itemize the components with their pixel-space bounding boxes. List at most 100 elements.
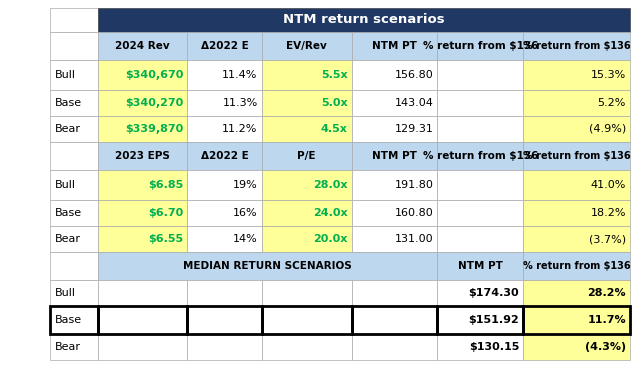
Bar [351, 306, 438, 334]
Bar [50, 32, 97, 60]
Text: Bull: Bull [55, 288, 76, 298]
Text: 28.2%: 28.2% [588, 288, 626, 298]
Bar [97, 142, 188, 170]
Bar [50, 200, 97, 226]
Bar [188, 60, 262, 90]
Text: 131.00: 131.00 [395, 234, 433, 244]
Text: Bull: Bull [55, 180, 76, 190]
Text: NTM PT: NTM PT [458, 261, 503, 271]
Bar [262, 280, 351, 306]
Text: 16%: 16% [233, 208, 258, 218]
Text: 19%: 19% [233, 180, 258, 190]
Bar [50, 306, 97, 334]
Text: NTM PT: NTM PT [372, 151, 417, 161]
Bar [262, 170, 351, 200]
Bar [438, 60, 524, 90]
Bar [524, 170, 630, 200]
Bar [262, 142, 351, 170]
Bar [50, 170, 97, 200]
Bar [50, 226, 97, 252]
Text: 41.0%: 41.0% [591, 180, 626, 190]
Bar [50, 90, 97, 116]
Bar [262, 60, 351, 90]
Text: Bear: Bear [55, 234, 81, 244]
Bar [524, 280, 630, 306]
Bar [351, 116, 438, 142]
Bar [438, 90, 524, 116]
Bar [97, 170, 188, 200]
Text: 2024 Rev: 2024 Rev [115, 41, 170, 51]
Text: 5.5x: 5.5x [321, 70, 348, 80]
Bar [438, 280, 524, 306]
Bar [351, 306, 438, 334]
Bar [438, 252, 524, 280]
Bar [524, 200, 630, 226]
Bar [524, 334, 630, 360]
Bar [97, 116, 188, 142]
Text: $130.15: $130.15 [469, 342, 519, 352]
Bar [50, 280, 97, 306]
Bar [97, 226, 188, 252]
Bar [351, 60, 438, 90]
Text: 143.04: 143.04 [395, 98, 433, 108]
Text: $340,270: $340,270 [125, 98, 184, 108]
Bar [351, 170, 438, 200]
Bar [97, 60, 188, 90]
Bar [524, 142, 630, 170]
Bar [438, 116, 524, 142]
Text: P/E: P/E [298, 151, 316, 161]
Bar [97, 306, 188, 334]
Bar [351, 90, 438, 116]
Text: $6.85: $6.85 [148, 180, 184, 190]
Text: % return from $136: % return from $136 [422, 41, 538, 51]
Bar [188, 306, 262, 334]
Bar [97, 200, 188, 226]
Bar [438, 32, 524, 60]
Text: 2023 EPS: 2023 EPS [115, 151, 170, 161]
Text: $6.55: $6.55 [148, 234, 184, 244]
Bar [188, 200, 262, 226]
Bar [524, 90, 630, 116]
Bar [97, 32, 188, 60]
Bar [262, 116, 351, 142]
Bar [50, 8, 97, 32]
Bar [188, 334, 262, 360]
Text: 14%: 14% [233, 234, 258, 244]
Bar [262, 90, 351, 116]
Bar [262, 200, 351, 226]
Bar [524, 306, 630, 334]
Bar [188, 306, 262, 334]
Bar [97, 306, 188, 334]
Text: Bear: Bear [55, 342, 81, 352]
Text: Bear: Bear [55, 124, 81, 134]
Bar [97, 252, 438, 280]
Bar [188, 32, 262, 60]
Text: 5.0x: 5.0x [321, 98, 348, 108]
Text: $339,870: $339,870 [125, 124, 184, 134]
Text: $340,670: $340,670 [125, 70, 184, 80]
Bar [50, 252, 97, 280]
Bar [188, 170, 262, 200]
Text: 18.2%: 18.2% [591, 208, 626, 218]
Text: 4.5x: 4.5x [321, 124, 348, 134]
Bar [50, 142, 97, 170]
Text: 15.3%: 15.3% [591, 70, 626, 80]
Bar [524, 60, 630, 90]
Bar [351, 200, 438, 226]
Text: 5.2%: 5.2% [598, 98, 626, 108]
Bar [524, 306, 630, 334]
Text: % return from $136: % return from $136 [523, 41, 630, 51]
Bar [438, 334, 524, 360]
Text: $6.70: $6.70 [148, 208, 184, 218]
Text: 11.7%: 11.7% [588, 315, 626, 325]
Text: 11.3%: 11.3% [223, 98, 258, 108]
Text: Δ2022 E: Δ2022 E [201, 151, 248, 161]
Bar [50, 60, 97, 90]
Text: $151.92: $151.92 [468, 315, 519, 325]
Bar [351, 32, 438, 60]
Text: 28.0x: 28.0x [313, 180, 348, 190]
Text: % return from $136: % return from $136 [523, 261, 630, 271]
Bar [50, 116, 97, 142]
Bar [188, 90, 262, 116]
Text: 160.80: 160.80 [395, 208, 433, 218]
